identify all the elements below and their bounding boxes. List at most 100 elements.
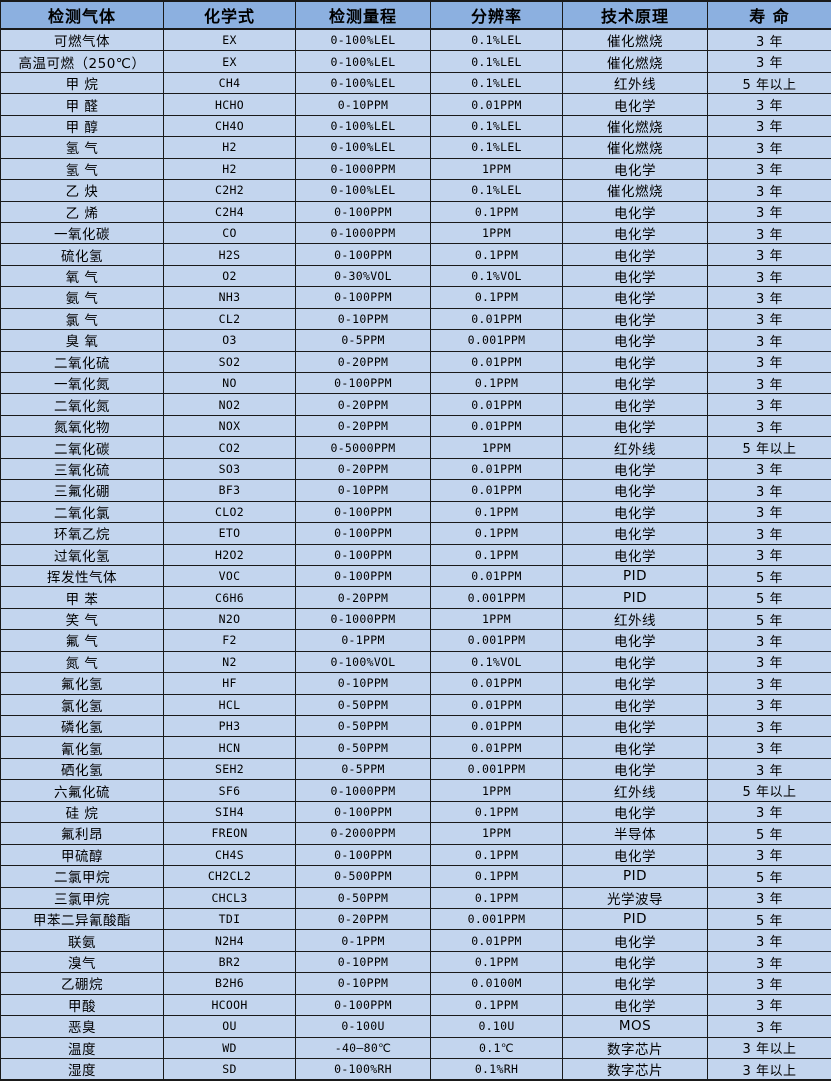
cell-principle: 电化学 [563,373,708,394]
cell-resolution: 0.01PPM [431,737,563,758]
cell-resolution: 0.1%VOL [431,651,563,672]
cell-principle: 电化学 [563,758,708,779]
cell-resolution: 0.001PPM [431,758,563,779]
cell-gas: 挥发性气体 [1,565,164,586]
cell-gas: 甲苯二异氰酸酯 [1,908,164,929]
cell-formula: F2 [164,630,296,651]
cell-principle: 电化学 [563,201,708,222]
cell-range: 0-20PPM [296,908,431,929]
cell-gas: 氢 气 [1,137,164,158]
cell-gas: 一氧化氮 [1,373,164,394]
cell-resolution: 0.01PPM [431,415,563,436]
cell-life: 3 年 [708,351,831,372]
cell-principle: 电化学 [563,222,708,243]
cell-gas: 甲 醇 [1,115,164,136]
cell-range: 0-1000PPM [296,158,431,179]
cell-principle: 电化学 [563,630,708,651]
cell-life: 3 年 [708,716,831,737]
cell-gas: 磷化氢 [1,716,164,737]
cell-formula: O2 [164,265,296,286]
cell-formula: H2 [164,137,296,158]
cell-range: 0-100PPM [296,844,431,865]
cell-formula: FREON [164,823,296,844]
cell-principle: 红外线 [563,72,708,93]
column-header-range: 检测量程 [296,1,431,29]
cell-principle: 电化学 [563,844,708,865]
cell-life: 5 年 [708,823,831,844]
cell-range: 0-100%RH [296,1059,431,1081]
cell-principle: MOS [563,1016,708,1037]
cell-resolution: 0.1%LEL [431,180,563,201]
cell-gas: 乙硼烷 [1,973,164,994]
cell-principle: 催化燃烧 [563,180,708,201]
cell-resolution: 1PPM [431,158,563,179]
cell-resolution: 0.1%LEL [431,51,563,72]
cell-formula: HCN [164,737,296,758]
cell-life: 3 年 [708,51,831,72]
cell-formula: SEH2 [164,758,296,779]
cell-formula: CH4O [164,115,296,136]
cell-life: 3 年 [708,158,831,179]
cell-formula: BF3 [164,480,296,501]
cell-principle: PID [563,565,708,586]
cell-resolution: 0.1PPM [431,201,563,222]
cell-life: 5 年 [708,608,831,629]
column-header-gas: 检测气体 [1,1,164,29]
cell-gas: 甲酸 [1,994,164,1015]
cell-formula: HCHO [164,94,296,115]
cell-range: 0-50PPM [296,887,431,908]
cell-resolution: 0.1PPM [431,501,563,522]
cell-life: 3 年 [708,458,831,479]
cell-resolution: 0.1PPM [431,244,563,265]
cell-range: 0-50PPM [296,694,431,715]
cell-principle: 电化学 [563,458,708,479]
cell-principle: 红外线 [563,608,708,629]
cell-range: 0-100%LEL [296,137,431,158]
cell-principle: 催化燃烧 [563,115,708,136]
cell-life: 3 年 [708,1016,831,1037]
cell-principle: 电化学 [563,544,708,565]
cell-resolution: 0.01PPM [431,673,563,694]
cell-formula: CH4S [164,844,296,865]
cell-resolution: 0.1PPM [431,844,563,865]
cell-gas: 高温可燃（250℃） [1,51,164,72]
cell-resolution: 0.01PPM [431,394,563,415]
cell-gas: 氨 气 [1,287,164,308]
cell-life: 5 年 [708,866,831,887]
cell-formula: WD [164,1037,296,1058]
cell-resolution: 0.1%RH [431,1059,563,1081]
cell-principle: 电化学 [563,394,708,415]
cell-range: 0-30%VOL [296,265,431,286]
cell-range: 0-100PPM [296,994,431,1015]
cell-principle: 电化学 [563,973,708,994]
cell-resolution: 0.1%LEL [431,29,563,51]
cell-formula: TDI [164,908,296,929]
cell-principle: 电化学 [563,415,708,436]
cell-formula: CH4 [164,72,296,93]
cell-gas: 氯化氢 [1,694,164,715]
cell-range: 0-10PPM [296,673,431,694]
cell-formula: SO2 [164,351,296,372]
cell-range: 0-20PPM [296,587,431,608]
cell-life: 3 年 [708,844,831,865]
cell-formula: ETO [164,523,296,544]
cell-range: 0-100PPM [296,201,431,222]
cell-resolution: 1PPM [431,780,563,801]
cell-gas: 一氧化碳 [1,222,164,243]
cell-resolution: 0.01PPM [431,94,563,115]
cell-resolution: 0.01PPM [431,458,563,479]
cell-formula: SD [164,1059,296,1081]
cell-life: 3 年 [708,737,831,758]
cell-range: 0-5000PPM [296,437,431,458]
